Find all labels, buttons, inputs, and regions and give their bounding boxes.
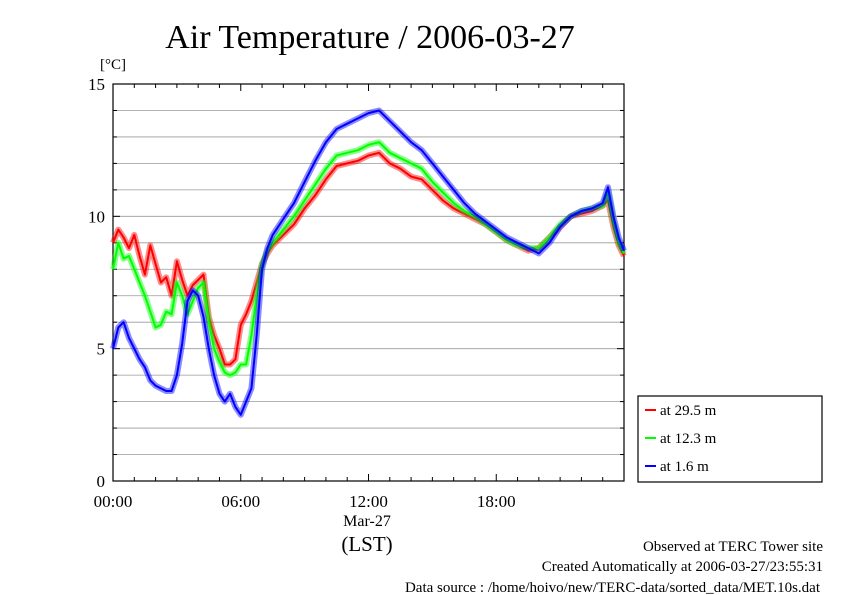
legend-items: at 29.5 m at 12.3 m at 1.6 m — [645, 403, 717, 475]
legend-label: at 29.5 m — [660, 403, 717, 419]
legend-label: at 1.6 m — [660, 459, 709, 475]
series-lines — [110, 107, 627, 418]
footer-site: Observed at TERC Tower site — [643, 539, 823, 555]
series-line-1 — [112, 141, 625, 377]
y-tick-label: 5 — [97, 340, 106, 359]
legend-label: at 12.3 m — [660, 431, 717, 447]
series-line-2 — [112, 109, 625, 416]
x-date-label: Mar-27 — [343, 513, 391, 530]
x-tick-labels: 00:00 06:00 12:00 18:00 — [94, 492, 516, 511]
x-axis-label: (LST) — [341, 532, 392, 556]
grid-lines — [113, 110, 624, 455]
axes — [112, 83, 625, 482]
legend: at 29.5 m at 12.3 m at 1.6 m — [637, 395, 823, 483]
x-tick-label: 00:00 — [94, 492, 133, 511]
x-tick-label: 06:00 — [221, 492, 260, 511]
y-tick-label: 15 — [88, 75, 105, 94]
chart-title: Air Temperature / 2006-03-27 — [165, 19, 575, 56]
footer-source: Data source : /home/hoivo/new/TERC-data/… — [405, 580, 821, 595]
legend-box — [637, 395, 823, 483]
series-halo-1 — [110, 139, 627, 379]
y-axis-unit-label: [°C] — [100, 57, 126, 73]
series-line-0 — [112, 151, 625, 366]
footer-created: Created Automatically at 2006-03-27/23:5… — [542, 559, 823, 575]
y-tick-label: 10 — [88, 207, 105, 226]
y-tick-labels: 0 5 10 15 — [88, 75, 105, 491]
x-tick-label: 18:00 — [477, 492, 516, 511]
y-tick-label: 0 — [97, 472, 106, 491]
x-tick-label: 12:00 — [349, 492, 388, 511]
series-halo-0 — [110, 149, 627, 368]
